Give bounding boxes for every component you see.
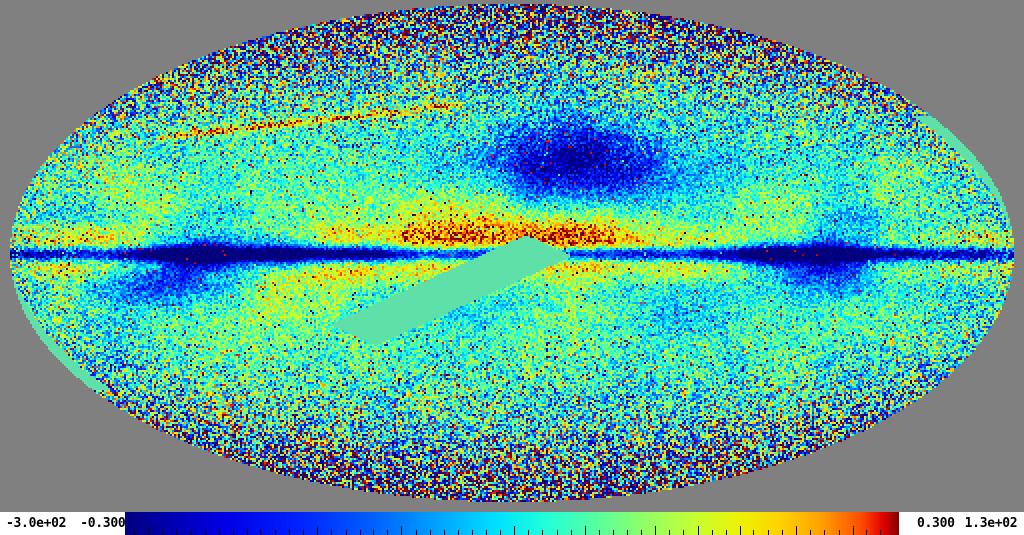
colorbar-strip: -3.0e+02 -0.300 0.300 1.3e+02 bbox=[0, 512, 1024, 535]
colorbar-left-labels: -3.0e+02 -0.300 bbox=[0, 512, 126, 535]
mollweide-sky-map bbox=[10, 4, 1014, 502]
sky-map-canvas bbox=[10, 4, 1014, 502]
colorbar-low-label: -0.300 bbox=[80, 516, 126, 531]
colorbar-min-label: -3.0e+02 bbox=[6, 516, 67, 531]
sky-map-panel bbox=[10, 4, 1014, 502]
colorbar-max-label: 1.3e+02 bbox=[964, 516, 1018, 531]
colorbar-right-labels: 0.300 1.3e+02 bbox=[899, 512, 1024, 535]
colorbar-gradient bbox=[125, 512, 899, 535]
colorbar-high-label: 0.300 bbox=[917, 516, 955, 531]
colorbar[interactable] bbox=[125, 512, 899, 535]
